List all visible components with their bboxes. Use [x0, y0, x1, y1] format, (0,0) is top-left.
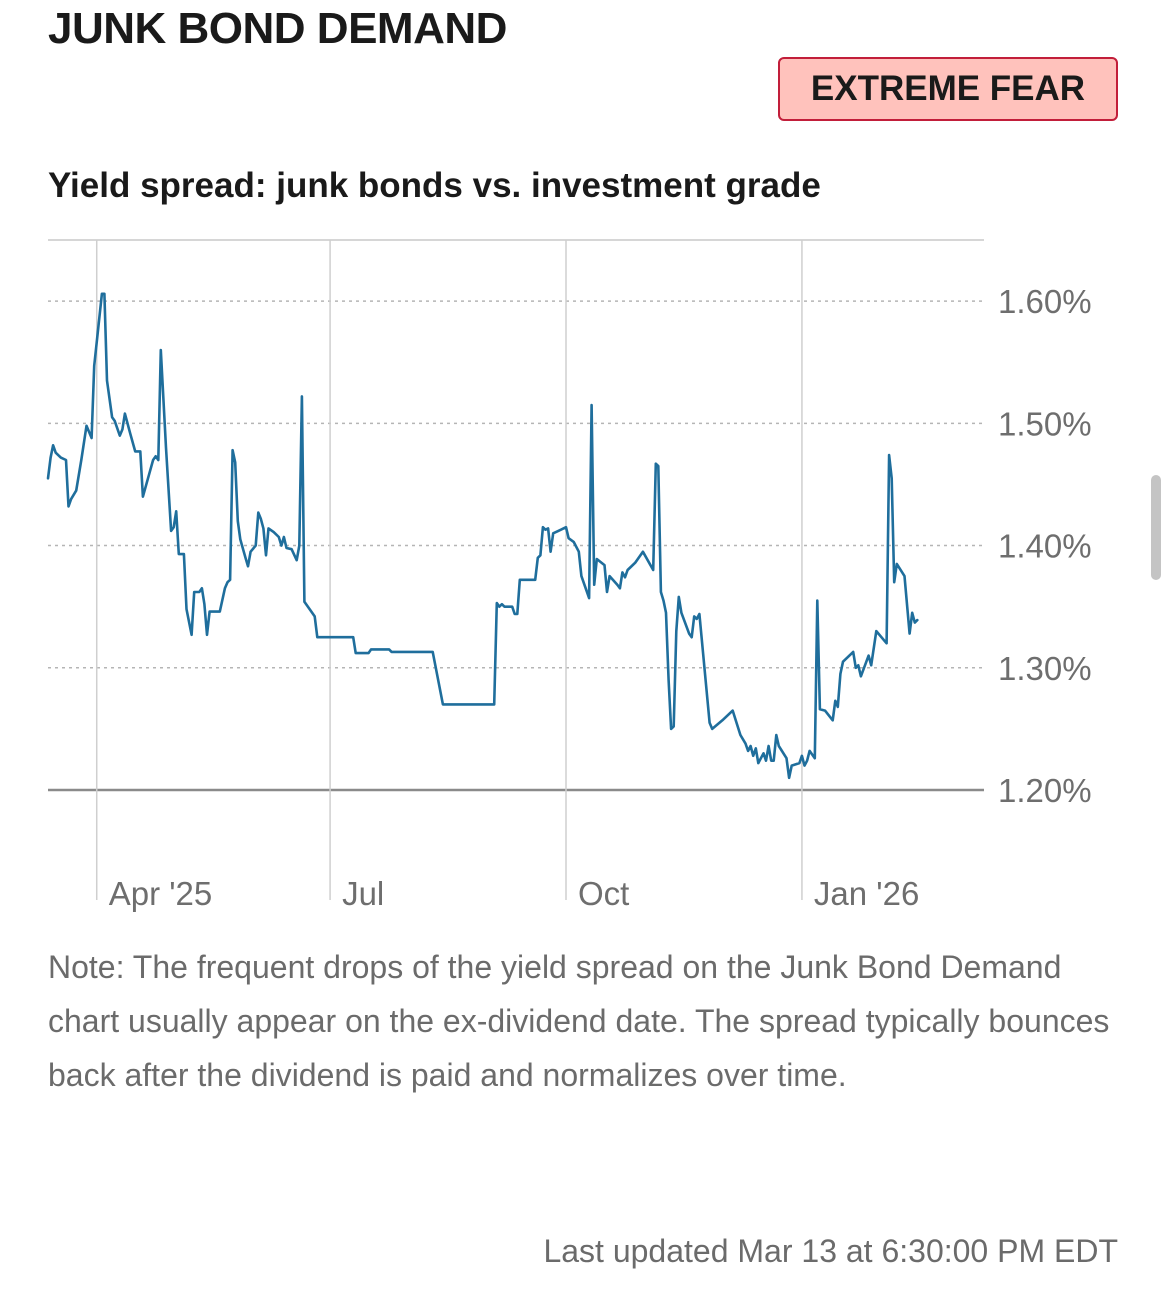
- x-tick-label: Jan '26: [814, 875, 919, 912]
- x-tick-label: Apr '25: [109, 875, 213, 912]
- y-tick-label: 1.20%: [998, 772, 1092, 809]
- chart-title: Yield spread: junk bonds vs. investment …: [48, 166, 821, 205]
- last-updated: Last updated Mar 13 at 6:30:00 PM EDT: [543, 1233, 1118, 1269]
- y-tick-label: 1.40%: [998, 528, 1092, 565]
- section-title: JUNK BOND DEMAND: [48, 4, 507, 53]
- y-tick-label: 1.50%: [998, 405, 1092, 442]
- scrollbar-thumb[interactable]: [1151, 475, 1161, 580]
- x-tick-label: Jul: [342, 875, 384, 912]
- yield-spread-chart: 1.60% 1.50% 1.40% 1.30% 1.20% Apr '25 Jul Oct Ja…: [46, 239, 1092, 912]
- y-tick-label: 1.60%: [998, 283, 1092, 320]
- sentiment-badge: EXTREME FEAR: [778, 57, 1118, 121]
- y-tick-label: 1.30%: [998, 650, 1092, 687]
- yield-spread-line: [46, 292, 919, 780]
- chart-note: Note: The frequent drops of the yield sp…: [48, 949, 1110, 1093]
- x-tick-label: Oct: [578, 875, 629, 912]
